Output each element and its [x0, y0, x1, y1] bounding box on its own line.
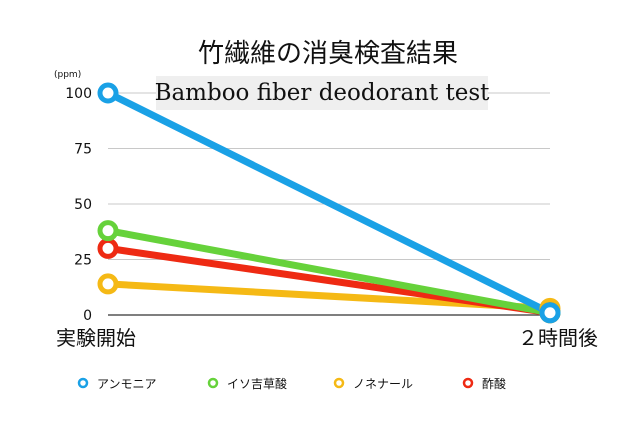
y-axis-ticks: 0 25 50 75 100 — [65, 86, 92, 324]
legend-item: アンモニア — [77, 377, 157, 391]
data-point — [539, 302, 561, 324]
y-tick-label: 0 — [83, 308, 92, 324]
legend-marker — [462, 377, 474, 389]
data-point — [97, 220, 119, 242]
y-tick-label: 50 — [74, 197, 92, 213]
legend-label: ノネナール — [353, 377, 413, 391]
chart-subtitle: Bamboo fiber deodorant test — [155, 80, 491, 106]
x-category-label: ２時間後 — [518, 326, 598, 350]
data-point — [97, 237, 119, 259]
data-point — [97, 82, 119, 104]
legend-label: アンモニア — [97, 377, 157, 391]
legend-label: 酢酸 — [482, 376, 506, 391]
series-line — [104, 227, 554, 317]
chart-title: 竹繊維の消臭検査結果 — [198, 39, 458, 69]
legend-marker — [333, 377, 345, 389]
legend-marker — [207, 377, 219, 389]
data-point — [97, 273, 119, 295]
y-tick-label: 25 — [74, 253, 92, 269]
series-line — [104, 89, 554, 317]
legend-item: 酢酸 — [462, 376, 506, 391]
legend-item: イソ吉草酸 — [207, 376, 287, 391]
legend-item: ノネナール — [333, 377, 413, 391]
y-tick-label: 100 — [65, 86, 92, 102]
legend-label: イソ吉草酸 — [227, 376, 287, 391]
y-axis-unit: (ppm) — [54, 70, 81, 80]
x-axis-categories: 実験開始 ２時間後 — [56, 326, 598, 350]
y-tick-label: 75 — [74, 142, 92, 158]
series-lines — [97, 82, 561, 324]
legend: アンモニア イソ吉草酸 ノネナール 酢酸 — [77, 376, 506, 391]
x-category-label: 実験開始 — [56, 326, 136, 350]
legend-marker — [77, 377, 89, 389]
subtitle-background — [156, 76, 488, 110]
